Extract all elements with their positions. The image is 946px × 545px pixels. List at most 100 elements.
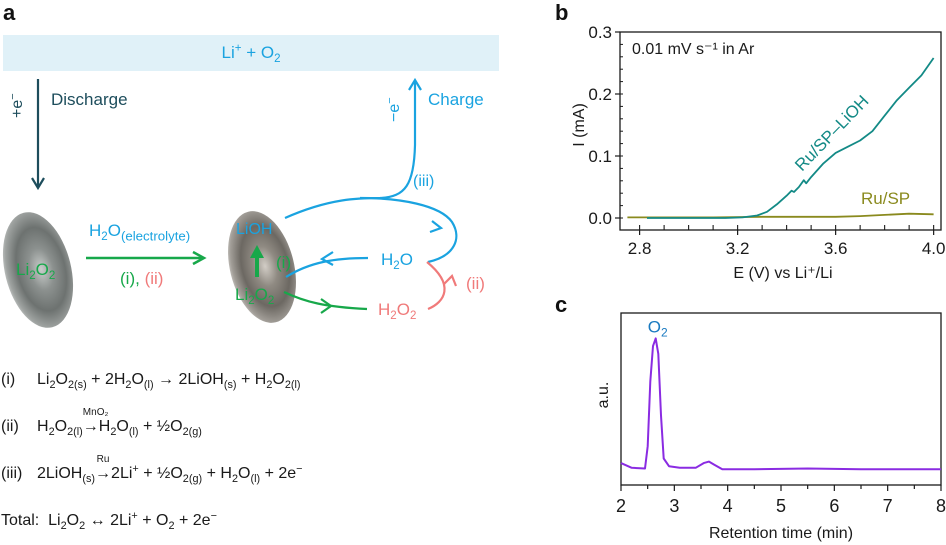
y-tick-label: 0.3 xyxy=(588,23,612,42)
chart-b-axes: 0.0 0.1 0.2 0.3 2.8 3.2 3.6 4.0 xyxy=(588,23,945,258)
lbl-part: Li xyxy=(16,260,30,279)
equation-iii: (iii) 2LiOH(s) Ru →2Li+ + ½O2(g) + H2O(l) +… xyxy=(1,455,303,485)
lbl-part: H xyxy=(381,250,394,269)
series-line-ru-sp xyxy=(627,212,934,219)
eq-part: H xyxy=(98,418,111,435)
discharge-arrow xyxy=(31,79,45,191)
eq-part: + H xyxy=(202,465,232,482)
panel-label-a: a xyxy=(3,0,16,25)
lioh-particle-right xyxy=(228,211,296,323)
eq-part: 2(g) xyxy=(182,472,203,485)
x-tick-label: 7 xyxy=(883,496,893,516)
chart-b-annotation: 0.01 mV s⁻¹ in Ar xyxy=(632,41,755,58)
equation-total: Total: Li2O2 ↔ 2Li+ + O2 + 2e− xyxy=(1,510,217,532)
eq-part: 2 xyxy=(60,519,67,532)
lbl-part: 2 xyxy=(393,260,400,273)
panel-label-c: c xyxy=(555,292,568,317)
panel-label-b: b xyxy=(555,0,569,25)
reaction-diagram xyxy=(2,77,458,328)
h2o2-label: H2O2 xyxy=(378,300,416,322)
eq-part: ↔ 2Li xyxy=(85,512,132,529)
x-tick-label: 3 xyxy=(669,496,679,516)
eq-part: + ½O xyxy=(138,418,183,435)
step-i-particle-label: (i) xyxy=(276,253,292,272)
charge-electron: −e xyxy=(386,103,403,122)
discharge-electron: +e xyxy=(9,99,26,118)
eq-part: 2 xyxy=(49,378,56,391)
chart-c-frame xyxy=(620,312,942,486)
eq-part: O xyxy=(272,371,285,388)
lbl-part: (electrolyte) xyxy=(120,228,191,244)
x-tick-label: 2.8 xyxy=(628,239,652,258)
eq-tag: (iii) xyxy=(1,465,23,482)
eq-part: → xyxy=(82,418,99,435)
chart-c-xlabel: Retention time (min) xyxy=(709,525,853,542)
eq-part: − xyxy=(296,463,303,476)
conversion-up-arrow xyxy=(250,245,264,277)
lbl-part: 2 xyxy=(48,270,56,283)
chart-b-xlabel: E (V) vs Li⁺/Li xyxy=(733,265,832,282)
lbl-part: Li xyxy=(235,285,249,304)
band-sub: 2 xyxy=(274,53,281,66)
band-o: + O xyxy=(241,43,275,62)
eq-part: + xyxy=(132,463,139,476)
y-tick-label: 0.1 xyxy=(588,147,612,166)
x-tick-label: 8 xyxy=(936,496,946,516)
left-li2o2-label: Li2O2 xyxy=(16,260,55,282)
o2-peak-sub: 2 xyxy=(661,325,668,339)
eq-part: O xyxy=(131,371,144,388)
lbl-part: O xyxy=(396,300,410,319)
eq-part: + O xyxy=(137,512,169,529)
eq-part: (l) xyxy=(143,378,154,391)
chart-b-series xyxy=(627,57,935,219)
o2-peak-label: O2 xyxy=(648,317,668,339)
x-tick-label: 5 xyxy=(776,496,786,516)
h2o-electrolyte-label: H2O(electrolyte) xyxy=(89,221,190,243)
y-tick-label: 0.0 xyxy=(588,209,612,228)
series-line-ru-sp-lioh xyxy=(647,57,935,219)
chart-b-lsv: 0.0 0.1 0.2 0.3 2.8 3.2 3.6 4.0 0.01 mV s⁻¹ in … xyxy=(571,23,945,282)
legend-ru-sp: Ru/SP xyxy=(861,189,910,208)
lbl-part: H xyxy=(89,221,102,240)
y-tick-label: 0.2 xyxy=(588,85,612,104)
lbl-part: H xyxy=(378,300,391,319)
lbl-part: O xyxy=(35,260,49,279)
decomposition-arrow-ii xyxy=(426,261,458,311)
catalyst-ru: Ru xyxy=(96,454,110,465)
step-ii-cycle-label: (ii) xyxy=(466,274,485,293)
eq-part: − xyxy=(210,510,217,523)
eq-part: O xyxy=(238,465,251,482)
lbl-part: 2 xyxy=(248,295,255,308)
catalyst-arrow: Ru → xyxy=(95,455,111,482)
eq-part: + ½O xyxy=(138,465,183,482)
eq-part: + 2e xyxy=(260,465,297,482)
eq-tag: (i) xyxy=(1,371,16,388)
eq-part: 2LiOH xyxy=(37,465,83,482)
lbl-part: 2 xyxy=(101,231,108,244)
lbl-part: 2 xyxy=(29,270,36,283)
eq-part: 2(l) xyxy=(284,378,301,391)
right-li2o2-label: Li2O2 xyxy=(235,285,274,307)
band-li: Li xyxy=(221,43,235,62)
eq-part: 2(g) xyxy=(182,425,202,438)
eq-part: (l) xyxy=(128,425,139,438)
eq-part: 2 xyxy=(79,519,86,532)
water-return-arrow xyxy=(285,251,369,278)
chart-c-series xyxy=(620,337,941,471)
eq-part: (s) xyxy=(223,378,237,391)
chart-c-gc: 2 3 4 5 6 7 8 O2 Retention time (min) a.u. xyxy=(595,312,946,542)
peroxide-arrow xyxy=(283,291,368,314)
electrolyte-arrow xyxy=(86,250,207,266)
eq-part: + xyxy=(131,510,138,523)
eq-part: 2 xyxy=(110,425,117,438)
eq-tag: (ii) xyxy=(1,418,19,435)
eq-part: H xyxy=(37,418,49,435)
catalyst-mno2: MnO₂ xyxy=(82,407,109,418)
li2o2-particle-left xyxy=(2,212,74,328)
step-i-label: (i) xyxy=(120,269,136,288)
equation-ii: (ii) H2O2(l) MnO₂ →H2O(l) + ½O2(g) xyxy=(1,408,202,438)
step-ii-label: (ii) xyxy=(144,269,164,288)
lioh-label: LiOH xyxy=(236,221,273,238)
eq-tag: Total: xyxy=(1,512,40,529)
eq-part: + 2e xyxy=(174,512,211,529)
